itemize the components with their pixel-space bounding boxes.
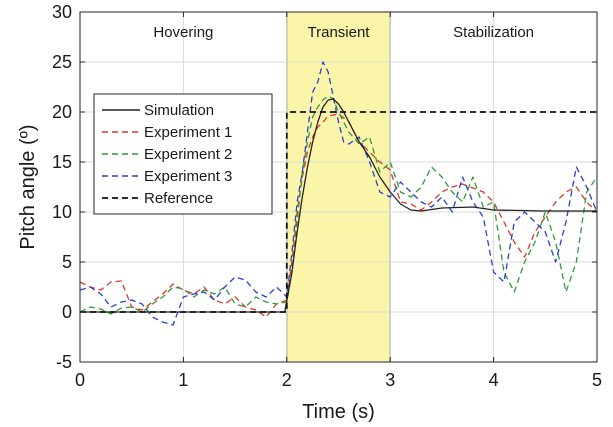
x-tick-label: 0: [75, 370, 85, 390]
y-tick-label: 20: [52, 102, 72, 122]
y-axis-label: Pitch angle (º): [17, 124, 39, 249]
y-tick-label: -5: [56, 352, 72, 372]
legend-entry-experiment-2: Experiment 2: [102, 146, 232, 163]
x-tick-label: 4: [489, 370, 499, 390]
series-line-experiment-3: [79, 61, 598, 326]
legend-label: Reference: [144, 190, 213, 207]
region-label-stabilization: Stabilization: [453, 24, 534, 41]
series-layer: [79, 61, 598, 326]
legend-entry-simulation: Simulation: [102, 102, 214, 119]
legend-entry-experiment-3: Experiment 3: [102, 168, 232, 185]
legend-items: Simulation Experiment 1 Experiment 2 Experi…: [102, 102, 232, 207]
legend-label: Simulation: [144, 102, 214, 119]
legend-label: Experiment 1: [144, 124, 232, 141]
legend-label: Experiment 2: [144, 146, 232, 163]
x-axis-label: Time (s): [302, 401, 375, 423]
y-tick-label: 30: [52, 2, 72, 22]
legend-label: Experiment 3: [144, 168, 232, 185]
region-label-transient: Transient: [308, 24, 371, 41]
x-tick-label: 1: [178, 370, 188, 390]
y-tick-label: 0: [62, 302, 72, 322]
legend: Simulation Experiment 1 Experiment 2 Experi…: [93, 93, 273, 215]
region-label-hovering: Hovering: [153, 24, 213, 41]
legend-entry-reference: Reference: [102, 190, 213, 207]
region-label-layer: Hovering Transient Stabilization: [153, 24, 534, 41]
x-tick-label: 2: [282, 370, 292, 390]
plot-frame: [79, 11, 598, 363]
y-tick-label: 15: [52, 152, 72, 172]
legend-entry-experiment-1: Experiment 1: [102, 124, 232, 141]
y-tick-label: 5: [62, 252, 72, 272]
series-line-reference: [80, 111, 597, 313]
x-tick-label: 3: [385, 370, 395, 390]
region-band-transient: [286, 12, 391, 362]
series-line-experiment-1: [79, 113, 598, 318]
y-tick-label: 10: [52, 202, 72, 222]
series-line-experiment-2: [79, 95, 598, 315]
y-tick-label: 25: [52, 52, 72, 72]
series-line-simulation: [80, 98, 597, 313]
x-tick-label: 5: [592, 370, 602, 390]
